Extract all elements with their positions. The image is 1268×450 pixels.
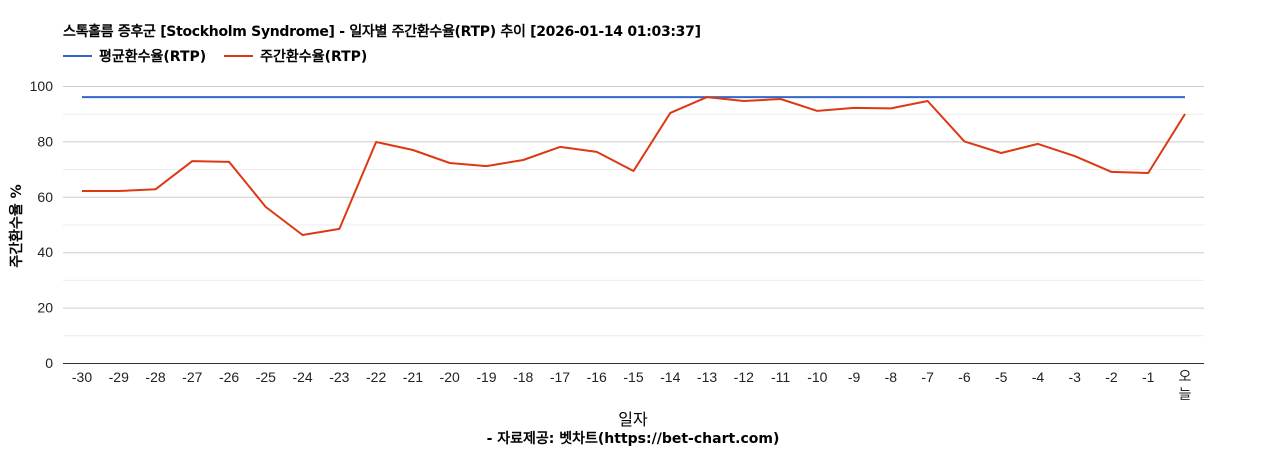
x-tick-label: -19 xyxy=(476,369,496,385)
x-tick-label: -16 xyxy=(587,369,607,385)
x-tick-label: -4 xyxy=(1032,369,1045,385)
x-tick-label: -18 xyxy=(513,369,533,385)
x-tick-label: -21 xyxy=(403,369,423,385)
y-tick-label: 80 xyxy=(37,133,53,149)
x-tick-label: -1 xyxy=(1142,369,1155,385)
y-tick-label: 100 xyxy=(30,78,54,94)
x-tick-label: 오 xyxy=(1179,369,1192,385)
y-axis-ticks: 0 20 40 60 80 100 xyxy=(30,78,54,371)
x-tick-label: -28 xyxy=(145,369,165,385)
x-tick-label: -11 xyxy=(771,369,790,385)
x-tick-label: -24 xyxy=(292,369,312,385)
weekly-rtp-line[interactable] xyxy=(82,97,1185,235)
x-tick-label: -14 xyxy=(660,369,680,385)
y-tick-label: 20 xyxy=(37,300,53,316)
x-tick-label: -5 xyxy=(995,369,1008,385)
x-tick-label: -25 xyxy=(256,369,276,385)
x-axis-ticks: -30 -29 -28 -27 -26 -25 -24 -23 -22 -21 -20 -19 -18 -… xyxy=(72,369,1192,403)
y-tick-label: 60 xyxy=(37,189,53,205)
x-tick-label: -23 xyxy=(329,369,349,385)
x-tick-label: -20 xyxy=(440,369,460,385)
x-tick-label: -26 xyxy=(219,369,239,385)
x-tick-label: -8 xyxy=(885,369,898,385)
y-axis-label: 주간환수율 % xyxy=(6,184,26,267)
x-tick-label: -27 xyxy=(182,369,202,385)
y-axis-label-wrap: 주간환수율 % xyxy=(6,226,26,316)
x-tick-label: -15 xyxy=(623,369,643,385)
x-axis-label: 일자 xyxy=(618,406,647,430)
x-tick-label: -29 xyxy=(109,369,129,385)
x-tick-label: -3 xyxy=(1068,369,1081,385)
x-tick-label: -6 xyxy=(958,369,971,385)
x-tick-label: -2 xyxy=(1105,369,1118,385)
y-tick-label: 40 xyxy=(37,244,53,260)
x-tick-label: -9 xyxy=(848,369,861,385)
x-tick-label: -30 xyxy=(72,369,92,385)
x-tick-label: 늘 xyxy=(1179,387,1192,403)
x-tick-label: -7 xyxy=(921,369,934,385)
x-tick-label: -10 xyxy=(807,369,827,385)
x-tick-label: -17 xyxy=(550,369,570,385)
x-tick-label: -22 xyxy=(366,369,386,385)
y-tick-label: 0 xyxy=(45,355,53,371)
x-tick-label: -13 xyxy=(697,369,717,385)
gridlines xyxy=(63,87,1204,336)
data-credit: - 자료제공: 벳차트(https://bet-chart.com) xyxy=(487,428,780,448)
line-chart: 0 20 40 60 80 100 -30 -29 -28 -27 -26 -25 -24 -23 -22… xyxy=(0,0,1268,450)
series-lines xyxy=(82,97,1185,235)
x-tick-label: -12 xyxy=(734,369,754,385)
